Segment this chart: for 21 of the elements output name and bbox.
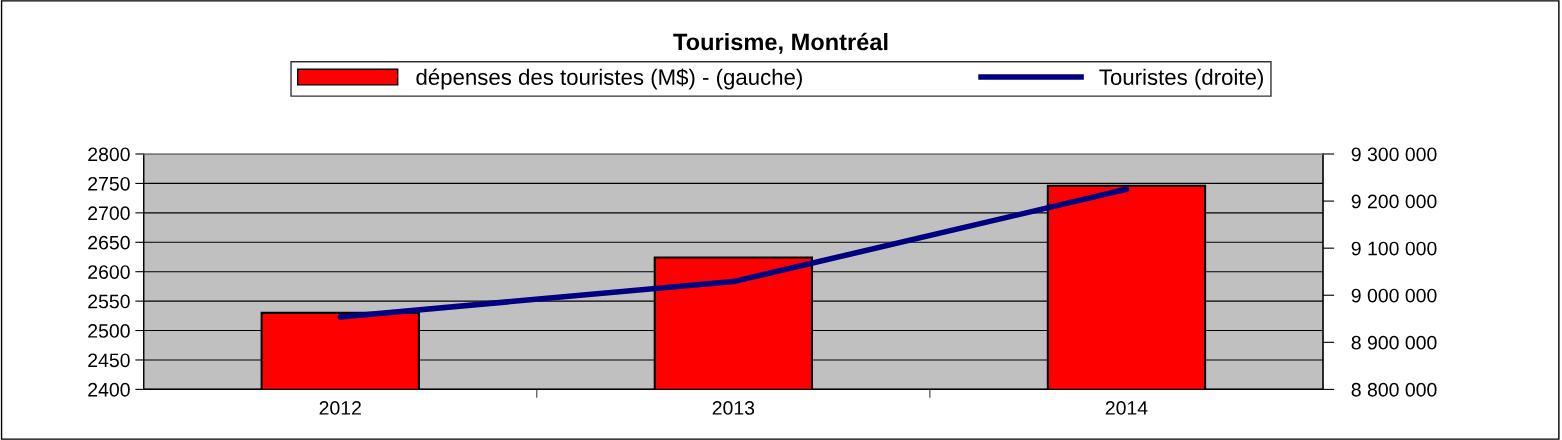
y-tick-label: 2400 — [88, 382, 130, 397]
legend-label: Touristes (droite) — [1099, 68, 1263, 90]
y2-tick-label: 9 200 000 — [1351, 194, 1437, 209]
legend-label: dépenses des touristes (M$) - (gauche) — [416, 68, 802, 90]
x-tick-label: 2013 — [712, 401, 755, 415]
y2-tick-label: 9 100 000 — [1351, 241, 1437, 256]
y2-tick-label: 8 900 000 — [1351, 335, 1437, 350]
x-tick-label: 2014 — [1105, 401, 1148, 415]
y-tick-label: 2600 — [88, 265, 130, 279]
y-tick-label: 2800 — [88, 147, 130, 162]
y-tick-label: 2550 — [88, 294, 130, 309]
y2-tick-label: 8 800 000 — [1351, 382, 1437, 397]
y2-tick-label: 9 300 000 — [1351, 147, 1437, 162]
y2-tick-label: 9 000 000 — [1351, 288, 1437, 303]
y-tick-label: 2750 — [88, 176, 130, 191]
x-tick-label: 2012 — [319, 401, 361, 415]
y-tick-label: 2450 — [88, 353, 130, 368]
y-tick-label: 2500 — [88, 324, 130, 338]
chart-title: Tourisme, Montréal — [673, 32, 888, 54]
y-tick-label: 2700 — [88, 206, 130, 221]
y-tick-label: 2650 — [88, 235, 130, 250]
